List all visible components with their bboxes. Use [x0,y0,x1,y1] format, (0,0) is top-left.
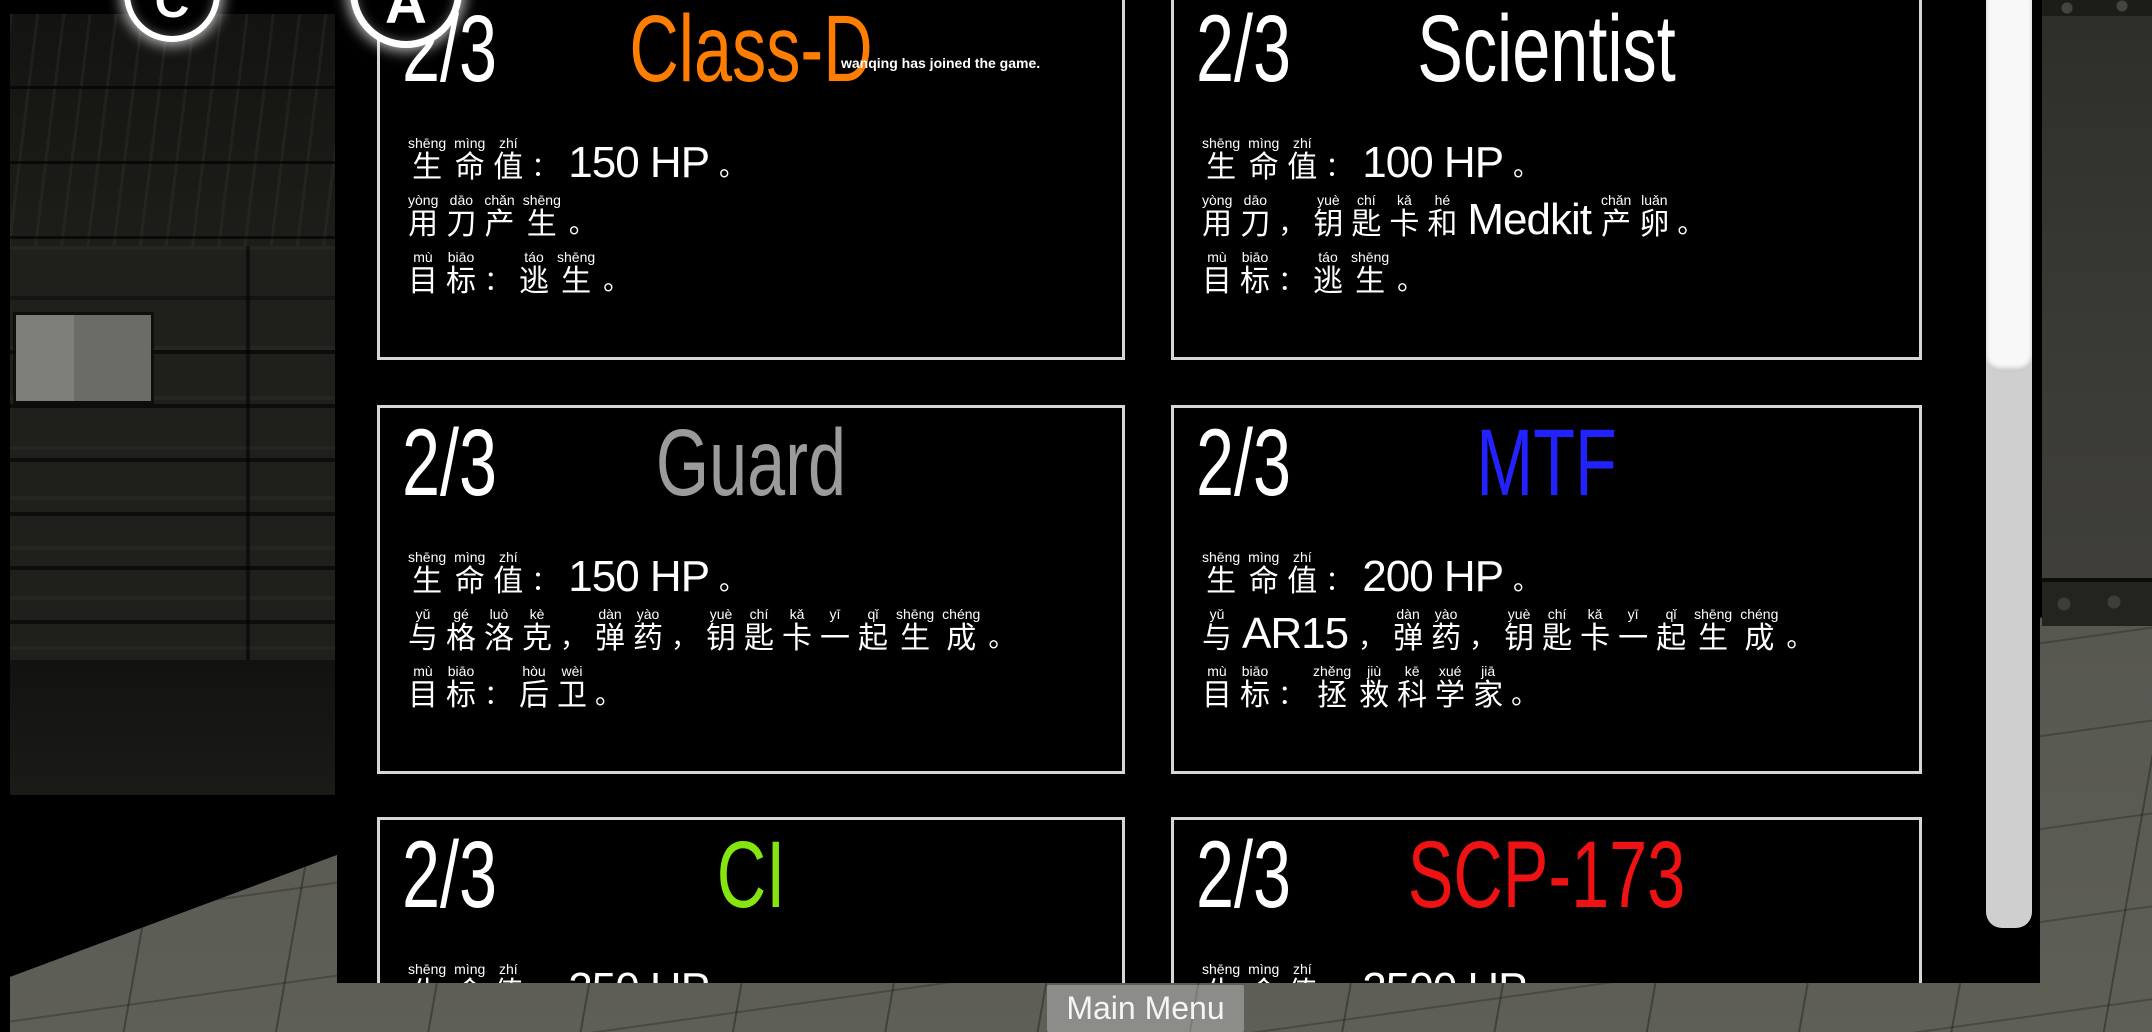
game-scene-right-wall [2042,0,2152,600]
room-wall [10,246,335,660]
card-spawn-count: 2/3 [1196,410,1292,516]
badge-c-letter: C [154,0,190,28]
card-class-name: MTF [1476,410,1617,516]
class-card[interactable]: 2/3 Guard shēng 生 mìng 命 zhí 值： 150 HP。 yǔ 与 gé 格 l… [377,405,1125,774]
scrollbar-track[interactable] [1986,0,2032,928]
card-description-line: yǔ 与 gé 格 luò 洛 kè 克， dàn 弹 yào 药， yuè 钥 chí 匙 kǎ 卡 yī 一 qǐ 起… [408,606,1016,655]
card-description: shēng 生 mìng 命 zhí 值： 100 HP。 yòng 用 dāo 刀， yuè 钥 chí… [1198,136,1909,307]
card-description-line: mù 目 biāo 标： hòu 后 wèi 卫。 [408,663,622,712]
card-description-line: yǔ 与 AR15， dàn 弹 yào 药， yuè 钥 chí 匙 kǎ 卡 yī 一 qǐ 起 shēng 生… [1202,606,1814,658]
room-ceiling [10,14,335,246]
card-class-name: Guard [655,410,847,516]
card-class-name: Class-D [629,0,873,102]
scrollbar-thumb[interactable] [1986,0,2032,372]
card-description-line: shēng 生 mìng 命 zhí 值： 100 HP。 [1202,135,1541,187]
card-description-line: shēng 生 mìng 命 zhí 值： 150 HP。 [408,135,747,187]
main-menu-button[interactable]: Main Menu [1047,985,1244,1032]
card-description-line: yòng 用 dāo 刀 chǎn 产 shēng 生。 [408,192,596,241]
card-class-name: SCP-173 [1407,822,1686,928]
card-description: shēng 生 mìng 命 zhí 值： 150 HP。 yǔ 与 gé 格 luò 洛 kè 克， dàn… [404,550,1112,721]
right-wall-top-band [2042,0,2152,16]
card-description: shēng 生 mìng 命 zhí 值： 200 HP。 yǔ 与 AR15， dàn 弹 yào 药，… [1198,550,1909,721]
main-menu-label: Main Menu [1066,990,1225,1026]
card-description-line: shēng 生 mìng 命 zhí 值： 200 HP。 [1202,549,1541,601]
card-class-name: Scientist [1417,0,1676,102]
join-notification: wanqing has joined the game. [841,55,1041,71]
card-description-line: yòng 用 dāo 刀， yuè 钥 chí 匙 kǎ 卡 hé 和 Medkit chǎn 产 luǎn 卵… [1202,192,1705,244]
card-description-line: shēng 生 mìng 命 zhí 值： 150 HP。 [408,549,747,601]
card-spawn-count: 2/3 [402,410,498,516]
card-description: shēng 生 mìng 命 zhí 值： 150 HP。 yòng 用 dāo 刀 chǎn 产 shē… [404,136,1112,307]
card-spawn-count: 2/3 [1196,822,1292,928]
card-class-name: CI [716,822,786,928]
card-description-line: mù 目 biāo 标： zhěng 拯 jiù 救 kē 科 xué 学 jiā 家。 [1202,663,1539,712]
card-description-line: mù 目 biāo 标： táo 逃 shēng 生。 [1202,249,1425,298]
class-card[interactable]: 2/3 Class-D shēng 生 mìng 命 zhí 值： 150 HP。 yòng 用… [377,0,1125,360]
badge-a-letter: A [385,0,427,36]
class-cards: 2/3 Class-D shēng 生 mìng 命 zhí 值： 150 HP。 yòng 用… [340,0,2040,983]
class-card[interactable]: 2/3 MTF shēng 生 mìng 命 zhí 值： 200 HP。 yǔ 与 AR15， d… [1171,405,1922,774]
room-floor-shadow [10,660,335,795]
game-scene-room [10,14,335,795]
class-card[interactable]: 2/3 Scientist shēng 生 mìng 命 zhí 值： 100 HP。 yòn… [1171,0,1922,360]
room-window [16,315,151,401]
card-spawn-count: 2/3 [402,822,498,928]
card-description-line: mù 目 biāo 标： táo 逃 shēng 生。 [408,249,631,298]
right-wall-baseboard [2042,578,2152,626]
card-spawn-count: 2/3 [1196,0,1292,102]
